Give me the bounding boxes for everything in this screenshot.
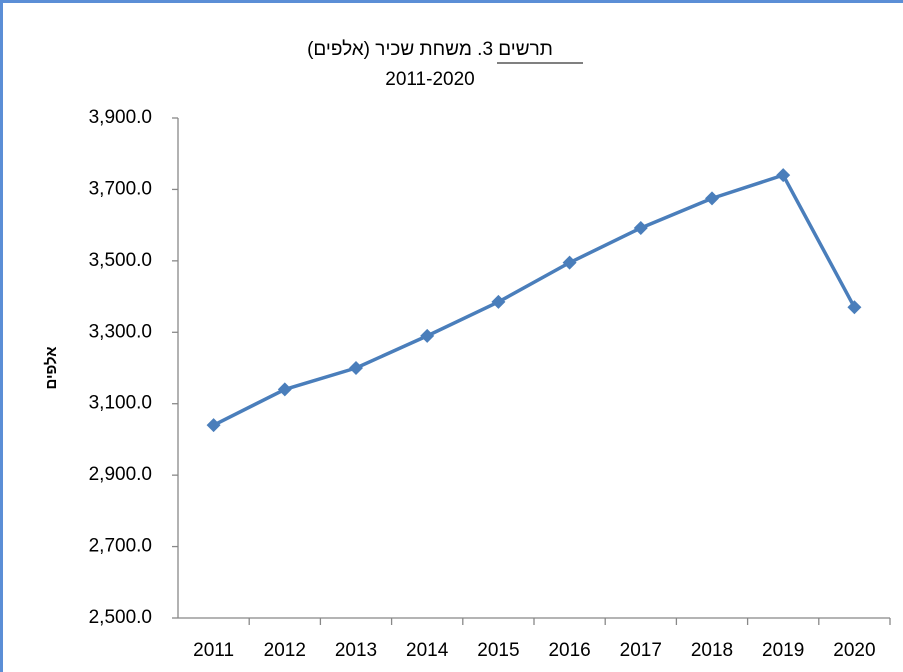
- point-marker: [277, 382, 292, 397]
- x-tick-label: 2018: [691, 640, 733, 661]
- x-tick-label: 2017: [620, 640, 662, 661]
- y-tick-label: 2,700.0: [89, 536, 152, 557]
- x-tick-label: 2015: [477, 640, 519, 661]
- x-tick-label: 2020: [833, 640, 875, 661]
- point-marker: [349, 361, 363, 375]
- x-tick-label: 2019: [762, 640, 804, 661]
- point-marker: [847, 300, 862, 315]
- y-tick-label: 2,500.0: [89, 607, 152, 628]
- y-axis-label: אלפים: [43, 346, 60, 389]
- y-tick-label: 2,900.0: [89, 464, 152, 485]
- frame-top: [0, 0, 903, 3]
- point-marker: [562, 255, 577, 270]
- point-marker: [705, 191, 719, 206]
- point-marker: [491, 294, 506, 309]
- y-tick-label: 3,500.0: [89, 250, 152, 271]
- x-tick-label: 2012: [264, 640, 306, 661]
- y-tick-label: 3,300.0: [89, 321, 152, 342]
- series-line: [212, 173, 856, 427]
- x-tick-label: 2013: [335, 640, 377, 661]
- x-tick-label: 2014: [406, 640, 449, 661]
- point-marker: [420, 328, 435, 343]
- point-marker: [206, 418, 221, 433]
- chart-subtitle: 2011-2020: [385, 69, 474, 90]
- chart-title: תרשים 3. משחת שכיר (אלפים): [307, 39, 553, 60]
- y-tick-label: 3,900.0: [89, 107, 152, 128]
- point-marker: [633, 221, 648, 235]
- x-tick-label: 2016: [548, 640, 590, 661]
- point-marker: [776, 168, 791, 183]
- x-tick-label: 2011: [193, 640, 234, 661]
- frame-left: [0, 0, 3, 672]
- y-tick-label: 3,700.0: [89, 178, 152, 199]
- y-tick-label: 3,100.0: [89, 393, 152, 414]
